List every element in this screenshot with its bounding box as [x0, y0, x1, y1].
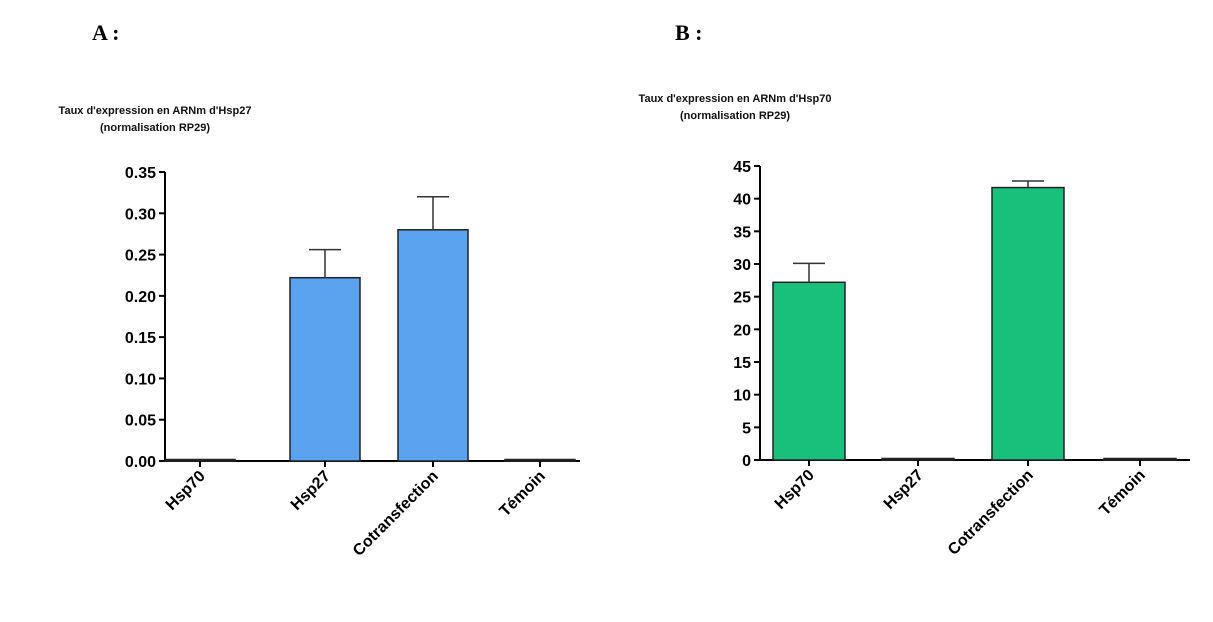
chart-b-ytick-label: 0: [742, 453, 751, 470]
chart-b-category-label: Hsp27: [881, 467, 927, 513]
chart-a-ytick-label: 0.15: [125, 330, 156, 347]
chart-b-ytick-label: 20: [733, 322, 751, 339]
chart-b: 0 5 10 15 20 25 30 35 40 45 Hsp70 Hsp27 Cotransfecti…: [733, 159, 1190, 559]
chart-b-ylabel-line2: (normalisation RP29): [679, 110, 791, 122]
chart-a-bar-hsp27: [289, 276, 361, 462]
chart-a-ylabel: Taux d'expression en ARNm d'Hsp27 (norma…: [30, 103, 280, 137]
chart-b-category-label: Hsp70: [772, 467, 818, 513]
panel-a-letter: A :: [92, 20, 120, 45]
chart-b-category-label: Témoin: [1097, 467, 1149, 519]
chart-a-category-label: Témoin: [497, 468, 549, 520]
chart-a-bar-hsp70: [164, 458, 236, 462]
chart-b-ytick-label: 30: [733, 257, 751, 274]
chart-b-ytick-label: 10: [733, 388, 751, 405]
chart-b-ylabel-line1: Taux d'expression en ARNm d'Hsp70: [638, 93, 832, 105]
chart-a-ytick-label: 0.05: [125, 413, 156, 430]
chart-b-ytick-label: 25: [733, 290, 751, 307]
chart-a-ytick-label: 0.20: [125, 289, 156, 306]
chart-b-bar-t-moin: [1103, 457, 1177, 461]
chart-b-bar-hsp70: [772, 281, 846, 461]
chart-b-category-label: Cotransfection: [945, 467, 1037, 559]
chart-b-ytick-label: 5: [742, 420, 751, 437]
chart-a-bar-cotransfection: [397, 229, 469, 462]
chart-a-ylabel-line1: Taux d'expression en ARNm d'Hsp27: [58, 105, 252, 117]
chart-b-ytick-label: 40: [733, 192, 751, 209]
chart-b-bar-cotransfection: [991, 186, 1065, 461]
chart-b-ytick-label: 45: [733, 159, 751, 176]
chart-a-ytick-label: 0.10: [125, 371, 156, 388]
chart-a-category-label: Hsp27: [288, 468, 334, 514]
chart-a-ylabel-line2: (normalisation RP29): [99, 122, 211, 134]
chart-a-ytick-label: 0.30: [125, 206, 156, 223]
chart-b-ytick-label: 15: [733, 355, 751, 372]
chart-b-ylabel: Taux d'expression en ARNm d'Hsp70 (norma…: [610, 91, 860, 125]
panel-b-letter: B :: [675, 20, 703, 45]
chart-a-ytick-label: 0.35: [125, 165, 156, 182]
chart-a-category-label: Hsp70: [163, 468, 209, 514]
chart-b-ytick-label: 35: [733, 224, 751, 241]
chart-b-bar-hsp27: [881, 457, 955, 461]
chart-a-ytick-label: 0.00: [125, 454, 156, 471]
chart-a-bar-t-moin: [504, 458, 576, 462]
chart-a: 0.00 0.05 0.10 0.15 0.20 0.25 0.30 0.35 Hsp70 Hsp…: [125, 165, 580, 560]
chart-a-ytick-label: 0.25: [125, 248, 156, 265]
chart-a-category-label: Cotransfection: [350, 468, 442, 560]
